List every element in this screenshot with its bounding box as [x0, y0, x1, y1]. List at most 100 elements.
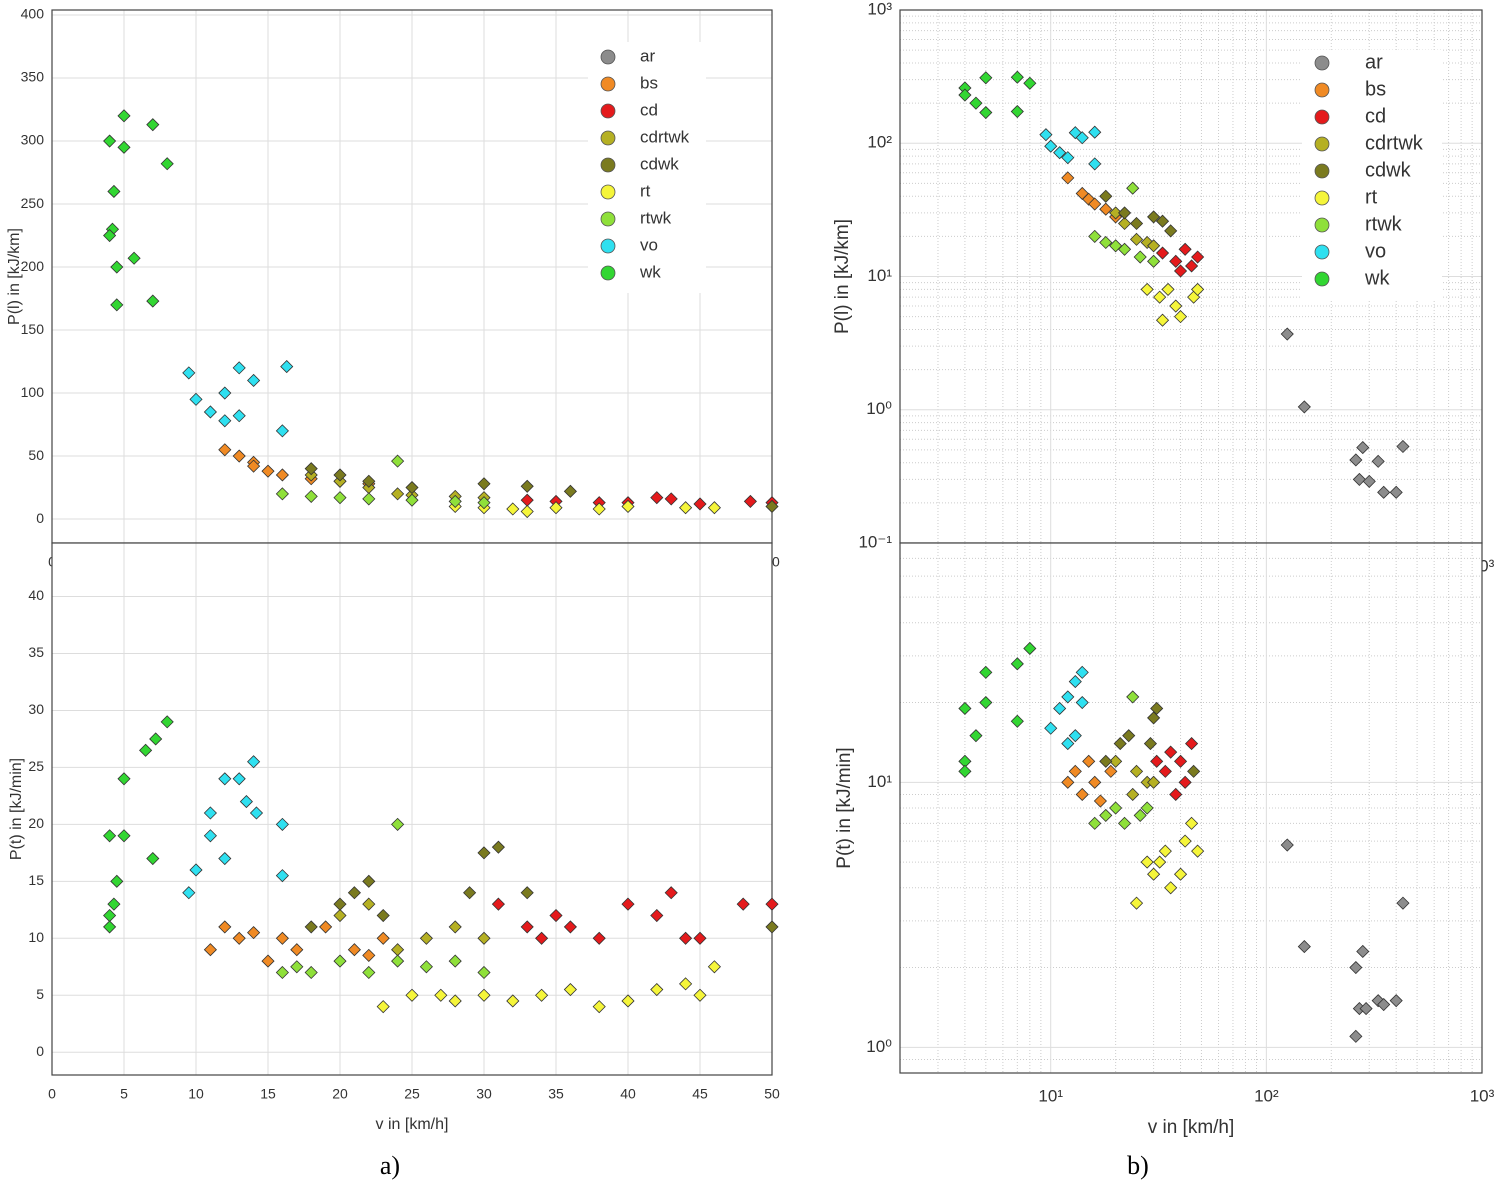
legend-marker [600, 211, 616, 227]
point [1178, 775, 1192, 789]
legend-marker [600, 130, 616, 146]
point [1099, 235, 1113, 250]
point [1010, 714, 1024, 728]
point [333, 491, 347, 505]
point [1280, 838, 1294, 852]
y-tick-label: 10² [867, 133, 892, 152]
point [333, 908, 347, 923]
y-tick-label: 30 [28, 701, 44, 717]
point [1113, 737, 1127, 751]
point [247, 459, 261, 473]
point [333, 897, 347, 911]
point [1356, 944, 1370, 959]
point [650, 491, 664, 505]
point [1147, 210, 1161, 224]
point [1068, 729, 1082, 743]
x-axis-label: v in [km/h] [376, 1116, 449, 1133]
point [621, 994, 635, 1008]
legend-marker [1314, 163, 1330, 179]
point [1061, 737, 1075, 751]
x-tick-label: 50 [764, 1086, 780, 1102]
legend-marker [1314, 244, 1330, 260]
point [182, 886, 196, 900]
point [149, 732, 163, 746]
point [1140, 855, 1154, 869]
plot-frame [51, 542, 773, 1076]
point [958, 701, 972, 716]
y-tick-label: 35 [28, 644, 44, 660]
legend-label: wk [639, 262, 661, 281]
point [280, 360, 294, 374]
point [1143, 737, 1157, 751]
point [391, 454, 405, 468]
point [592, 502, 606, 516]
point [275, 468, 289, 482]
point [491, 840, 505, 854]
legend-label: ar [1365, 51, 1383, 73]
point [679, 501, 693, 515]
point [1075, 665, 1089, 679]
y-tick-label: 10 [28, 929, 44, 945]
point [448, 920, 462, 934]
y-axis-label: P(l) in [kJ/km] [6, 228, 23, 325]
point [765, 897, 779, 911]
point [146, 294, 160, 308]
point [275, 965, 289, 980]
point [1053, 701, 1067, 716]
point [477, 931, 491, 945]
y-tick-label: 5 [36, 986, 44, 1002]
point [405, 493, 419, 507]
point [275, 487, 289, 501]
legend-marker [1314, 190, 1330, 206]
point [1075, 186, 1089, 201]
point [1185, 259, 1199, 273]
point [127, 251, 141, 265]
point [1088, 125, 1102, 139]
legend-marker [1314, 55, 1330, 71]
point [1169, 254, 1183, 268]
x-tick-label: 35 [548, 1086, 564, 1102]
point [362, 948, 376, 962]
point [1349, 1029, 1363, 1043]
point [506, 502, 520, 516]
point [477, 988, 491, 1002]
point [362, 492, 376, 506]
y-tick-label: 20 [28, 815, 44, 831]
point [275, 817, 289, 831]
point [1088, 816, 1102, 830]
point [707, 501, 721, 515]
point [182, 366, 196, 380]
legend-marker [1314, 82, 1330, 98]
y-tick-label: 10⁰ [866, 399, 892, 418]
point [333, 954, 347, 968]
y-tick-label: 250 [21, 195, 45, 211]
point [1191, 250, 1205, 264]
x-tick-label: 30 [476, 1086, 492, 1102]
point [376, 931, 390, 945]
legend-label: rtwk [640, 208, 672, 227]
point [1173, 264, 1188, 278]
point [107, 897, 121, 911]
point [139, 743, 153, 757]
legend-label: vo [1365, 240, 1386, 262]
point [103, 228, 117, 243]
point [275, 869, 289, 883]
point [160, 715, 174, 729]
legend-label: rt [640, 181, 651, 200]
point [1185, 816, 1199, 830]
point [664, 886, 678, 900]
point [549, 501, 563, 515]
point [419, 931, 433, 945]
caption: b) [1127, 1151, 1149, 1180]
point [1099, 808, 1113, 822]
y-tick-label: 150 [21, 321, 45, 337]
point [1129, 216, 1144, 231]
point [1039, 128, 1053, 142]
point [1371, 454, 1385, 468]
plot-frame [899, 542, 1483, 1074]
point [979, 71, 993, 85]
point [232, 772, 246, 786]
legend-label: bs [1365, 78, 1386, 100]
legend-marker [1314, 271, 1330, 287]
point [1126, 690, 1140, 704]
